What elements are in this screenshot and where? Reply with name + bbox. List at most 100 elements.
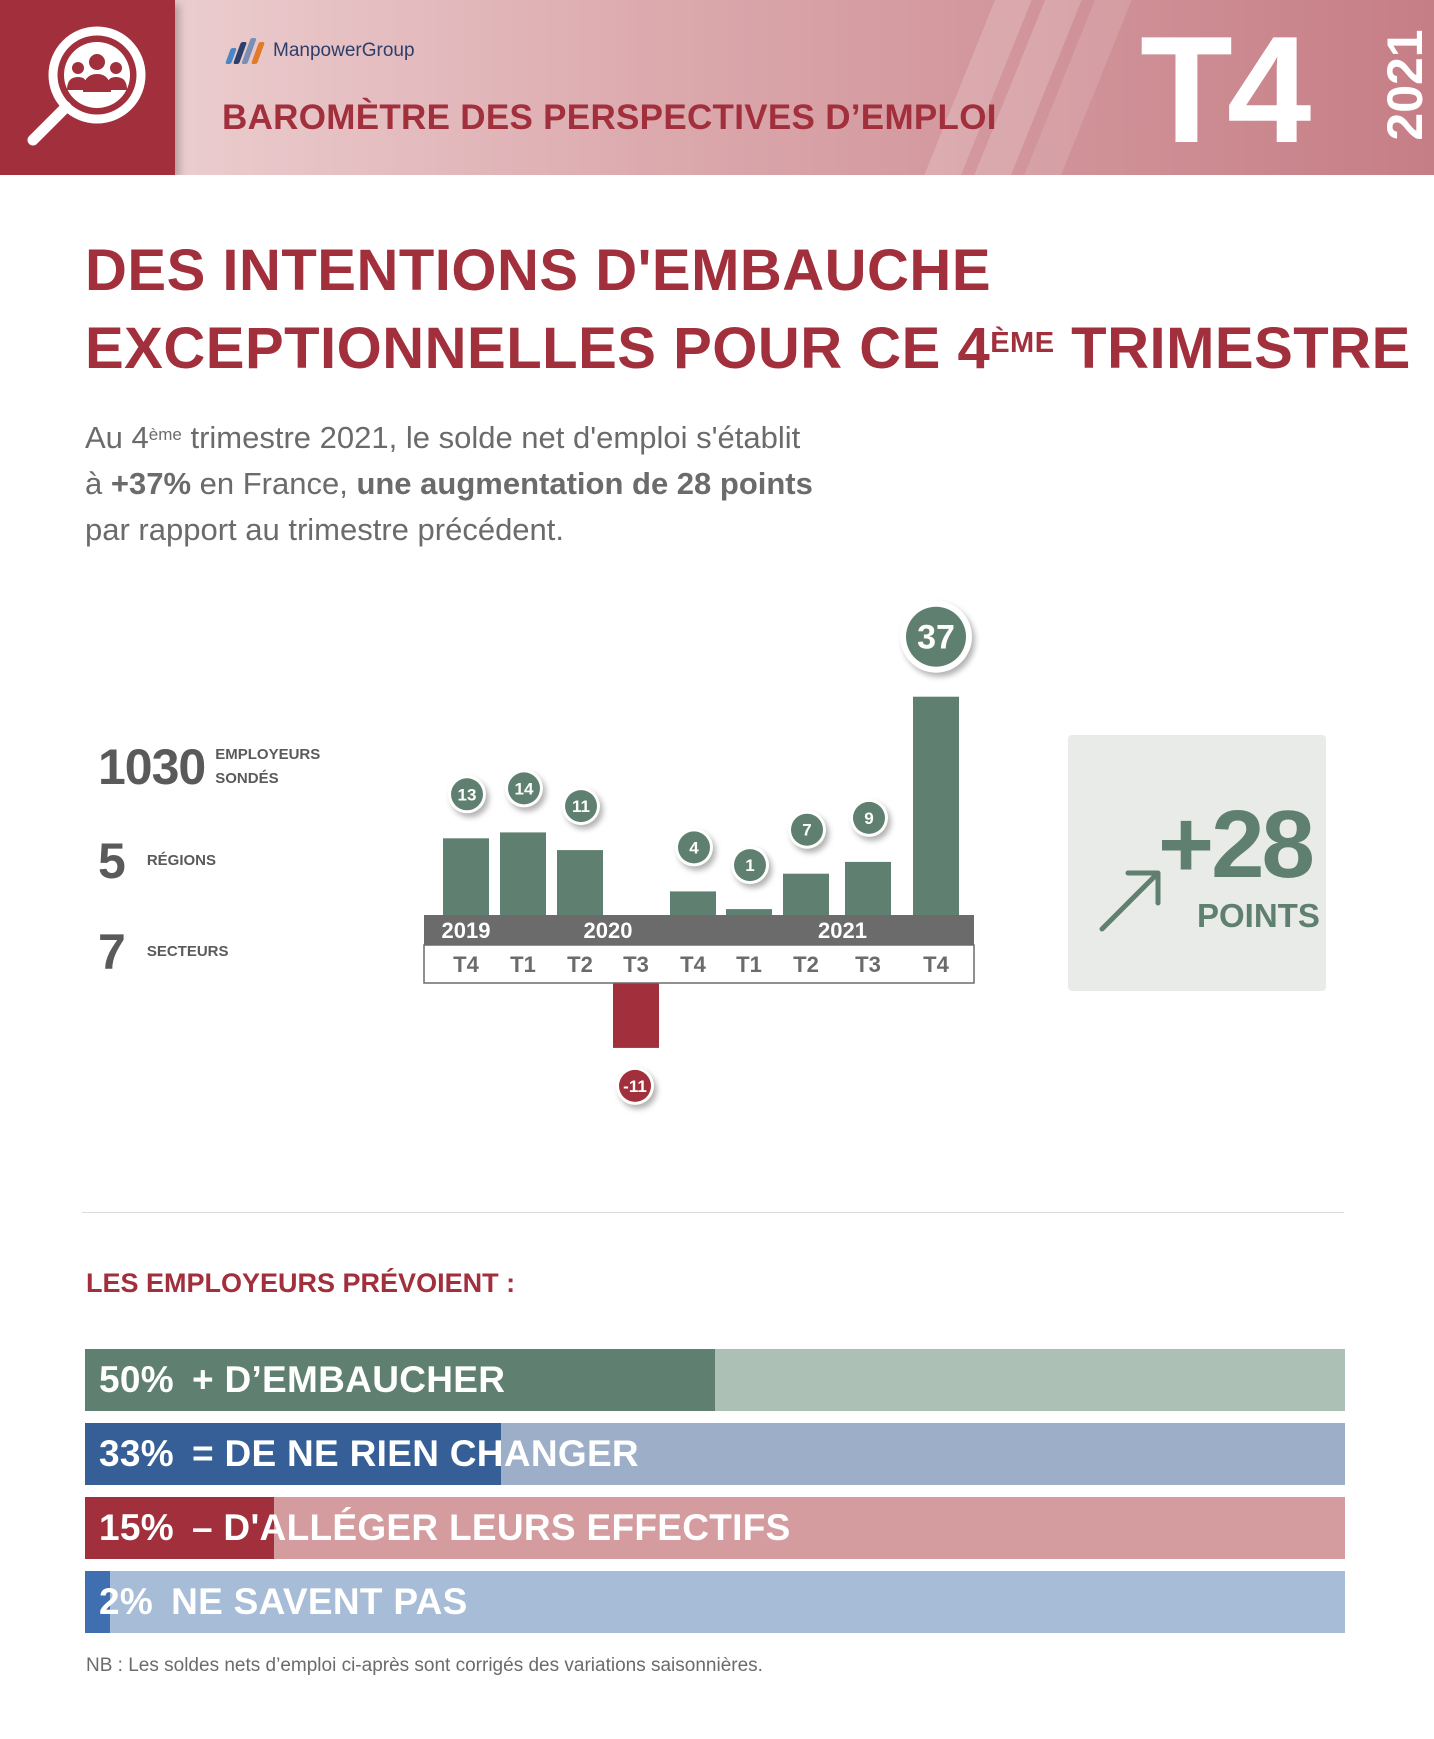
chart-year-label: 2020 bbox=[584, 918, 633, 943]
stat-value: 7 bbox=[98, 924, 126, 980]
search-people-icon bbox=[0, 0, 175, 175]
stat-label-line: EMPLOYEURS bbox=[215, 746, 321, 763]
delta-box: +28 POINTS bbox=[1068, 735, 1326, 991]
chart-data-label: 4 bbox=[689, 838, 699, 857]
chart-tick-label: T4 bbox=[680, 952, 706, 977]
stat-label: SECTEURS bbox=[146, 943, 229, 960]
chart-year-label: 2019 bbox=[442, 918, 491, 943]
stat-label-line: SONDÉS bbox=[215, 770, 279, 787]
chart-bubble bbox=[906, 606, 966, 667]
chart-data-label: 13 bbox=[458, 785, 477, 804]
bar-text: NE SAVENT PAS bbox=[171, 1581, 468, 1622]
chart-bar bbox=[670, 891, 716, 915]
stat-label: EMPLOYEURS SONDÉS bbox=[215, 743, 320, 791]
bar-label: 50% + D’EMBAUCHER bbox=[99, 1349, 505, 1411]
stat-value: 5 bbox=[98, 833, 126, 889]
bar-label: 33% = DE NE RIEN CHANGER bbox=[99, 1423, 639, 1485]
chart-year-label: 2021 bbox=[818, 918, 867, 943]
chart-bar bbox=[726, 909, 772, 915]
section-divider bbox=[82, 1212, 1344, 1213]
chart-category-strip bbox=[423, 944, 975, 984]
chart-bubble bbox=[451, 778, 483, 811]
chart-tick-label: T2 bbox=[567, 952, 593, 977]
intro-text: par rapport au trimestre précédent. bbox=[85, 512, 565, 547]
stat-value: 1030 bbox=[98, 739, 206, 795]
bar-label: 2% NE SAVENT PAS bbox=[99, 1571, 468, 1633]
chart-data-label: 11 bbox=[572, 797, 590, 816]
chart-bar bbox=[557, 850, 603, 915]
headline-line-2-pre: EXCEPTIONNELLES POUR CE 4 bbox=[85, 316, 991, 381]
chart-tick-label: T3 bbox=[855, 952, 881, 977]
chart-tick-label: T3 bbox=[623, 952, 649, 977]
stat-employers: 1030 EMPLOYEURS SONDÉS bbox=[98, 738, 320, 796]
chart-tick-label: T4 bbox=[923, 952, 949, 977]
chart-data-label: 7 bbox=[802, 821, 811, 840]
intro-text: trimestre 2021, le solde net d'emploi s'… bbox=[181, 420, 801, 455]
bar-reduce-staff: 15% – D'ALLÉGER LEURS EFFECTIFS bbox=[85, 1497, 1345, 1559]
chart-data-label: 1 bbox=[745, 856, 754, 875]
bar-dont-know: 2% NE SAVENT PAS bbox=[85, 1571, 1345, 1633]
chart-bubble bbox=[508, 772, 540, 805]
bar-fill bbox=[85, 1497, 274, 1559]
intro-sup: ème bbox=[148, 425, 182, 444]
chart-bubble bbox=[734, 849, 766, 882]
chart-bar bbox=[500, 832, 546, 915]
delta-label: POINTS bbox=[1197, 897, 1320, 934]
bar-percent: 15% bbox=[99, 1507, 174, 1548]
headline-line-1: DES INTENTIONS D'EMBAUCHE bbox=[85, 238, 992, 303]
chart-bar bbox=[845, 861, 891, 915]
intro-text: en France, bbox=[191, 466, 357, 501]
page-headline: DES INTENTIONS D'EMBAUCHE EXCEPTIONNELLE… bbox=[85, 232, 1411, 388]
bar-fill bbox=[85, 1349, 715, 1411]
bar-text: – D'ALLÉGER LEURS EFFECTIFS bbox=[191, 1507, 791, 1548]
chart-bar bbox=[913, 696, 959, 915]
arrow-up-right-icon bbox=[1099, 870, 1161, 932]
intro-text: Au 4 bbox=[85, 420, 149, 455]
chart-bar bbox=[443, 838, 489, 915]
chart-bubble bbox=[619, 1069, 651, 1102]
headline-line-2-post: TRIMESTRE bbox=[1054, 316, 1411, 381]
chart-data-label: 14 bbox=[515, 779, 534, 798]
intro-text: à bbox=[85, 466, 111, 501]
stat-label: RÉGIONS bbox=[146, 852, 216, 869]
bar-fill bbox=[85, 1423, 501, 1485]
bar-percent: 33% bbox=[99, 1433, 174, 1474]
bar-percent: 2% bbox=[99, 1581, 154, 1622]
chart-bubble bbox=[678, 831, 710, 864]
bar-label: 15% – D'ALLÉGER LEURS EFFECTIFS bbox=[99, 1497, 791, 1559]
chart-data-label: 37 bbox=[917, 619, 955, 657]
chart-bubble bbox=[791, 813, 823, 846]
bar-hire-more: 50% + D’EMBAUCHER bbox=[85, 1349, 1345, 1411]
chart-tick-label: T2 bbox=[793, 952, 819, 977]
intro-highlight: +37% bbox=[110, 466, 192, 501]
chart-data-label: -11 bbox=[623, 1077, 647, 1096]
chart-tick-label: T4 bbox=[453, 952, 479, 977]
headline-line-2-sup: ÈME bbox=[990, 327, 1055, 359]
headline-line-2: EXCEPTIONNELLES POUR CE 4ÈME TRIMESTRE bbox=[85, 310, 1411, 388]
chart-bar bbox=[613, 983, 659, 1048]
footnote: NB : Les soldes nets d’emploi ci-après s… bbox=[86, 1655, 763, 1676]
bar-text: = DE NE RIEN CHANGER bbox=[191, 1433, 639, 1474]
chart-tick-label: T1 bbox=[510, 952, 536, 977]
bar-fill bbox=[85, 1571, 111, 1633]
brand-logo: ManpowerGroup bbox=[225, 38, 415, 64]
bar-no-change: 33% = DE NE RIEN CHANGER bbox=[85, 1423, 1345, 1485]
hiring-balance-chart: 2019 2020 2021 T4 T1 T2 T3 T4 T1 T2 T3 T4 13 14 11 -11 4… bbox=[423, 606, 975, 1102]
intro-paragraph: Au 4ème trimestre 2021, le solde net d'e… bbox=[85, 415, 905, 553]
header-title: BAROMÈTRE DES PERSPECTIVES D’EMPLOI bbox=[222, 98, 997, 137]
section-title: LES EMPLOYEURS PRÉVOIENT : bbox=[86, 1268, 516, 1298]
chart-data-label: 9 bbox=[864, 809, 873, 828]
chart-bubble bbox=[565, 790, 597, 823]
quarter-label: T4 bbox=[1140, 5, 1311, 175]
header-banner: ManpowerGroup BAROMÈTRE DES PERSPECTIVES… bbox=[0, 0, 1434, 175]
chart-bubble bbox=[853, 801, 885, 834]
brand-name: ManpowerGroup bbox=[273, 40, 415, 61]
stat-regions: 5 RÉGIONS bbox=[98, 832, 216, 890]
chart-bar bbox=[783, 873, 829, 915]
delta-value: +28 bbox=[1158, 791, 1315, 898]
chart-tick-label: T1 bbox=[736, 952, 762, 977]
intro-highlight: une augmentation de 28 points bbox=[356, 466, 813, 501]
bar-percent: 50% bbox=[99, 1359, 174, 1400]
bar-text: + D’EMBAUCHER bbox=[191, 1359, 506, 1400]
chart-year-strip bbox=[424, 915, 974, 945]
